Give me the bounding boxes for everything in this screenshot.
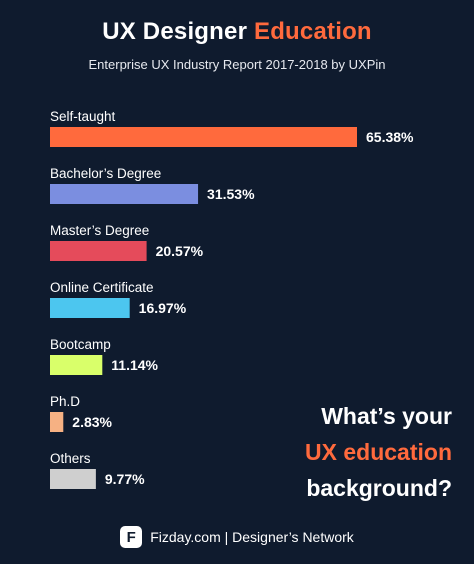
bar	[50, 355, 103, 375]
bar	[50, 241, 147, 261]
value-label: 16.97%	[139, 300, 187, 316]
value-label: 31.53%	[207, 186, 255, 202]
chart-title: UX Designer Education	[0, 18, 474, 46]
title-main: UX Designer	[102, 18, 254, 45]
callout-line-2: UX education	[305, 439, 452, 465]
value-label: 2.83%	[72, 414, 112, 430]
footer-text: Fizday.com | Designer’s Network	[150, 529, 354, 545]
value-label: 20.57%	[156, 243, 204, 259]
category-label: Online Certificate	[50, 280, 154, 295]
fizday-logo-icon: F	[120, 526, 143, 548]
bar	[50, 127, 357, 147]
category-label: Bootcamp	[50, 337, 111, 352]
callout-question: What’s your UX education background?	[305, 398, 452, 506]
category-label: Ph.D	[50, 394, 80, 409]
bar	[50, 184, 199, 204]
value-label: 9.77%	[105, 471, 145, 487]
chart-subtitle: Enterprise UX Industry Report 2017-2018 …	[88, 57, 386, 72]
bar	[50, 412, 64, 432]
callout-line-3: background?	[306, 475, 452, 501]
footer: F Fizday.com | Designer’s Network	[0, 526, 474, 548]
logo-letter: F	[126, 528, 136, 546]
category-label: Others	[50, 451, 91, 466]
bar	[50, 469, 96, 489]
value-label: 11.14%	[111, 357, 158, 373]
title-accent: Education	[253, 18, 372, 45]
bar	[50, 298, 130, 318]
callout-line-1: What’s your	[321, 403, 452, 429]
category-label: Master’s Degree	[50, 223, 149, 238]
value-label: 65.38%	[366, 129, 414, 145]
category-label: Bachelor’s Degree	[50, 166, 161, 181]
category-label: Self-taught	[50, 109, 116, 124]
